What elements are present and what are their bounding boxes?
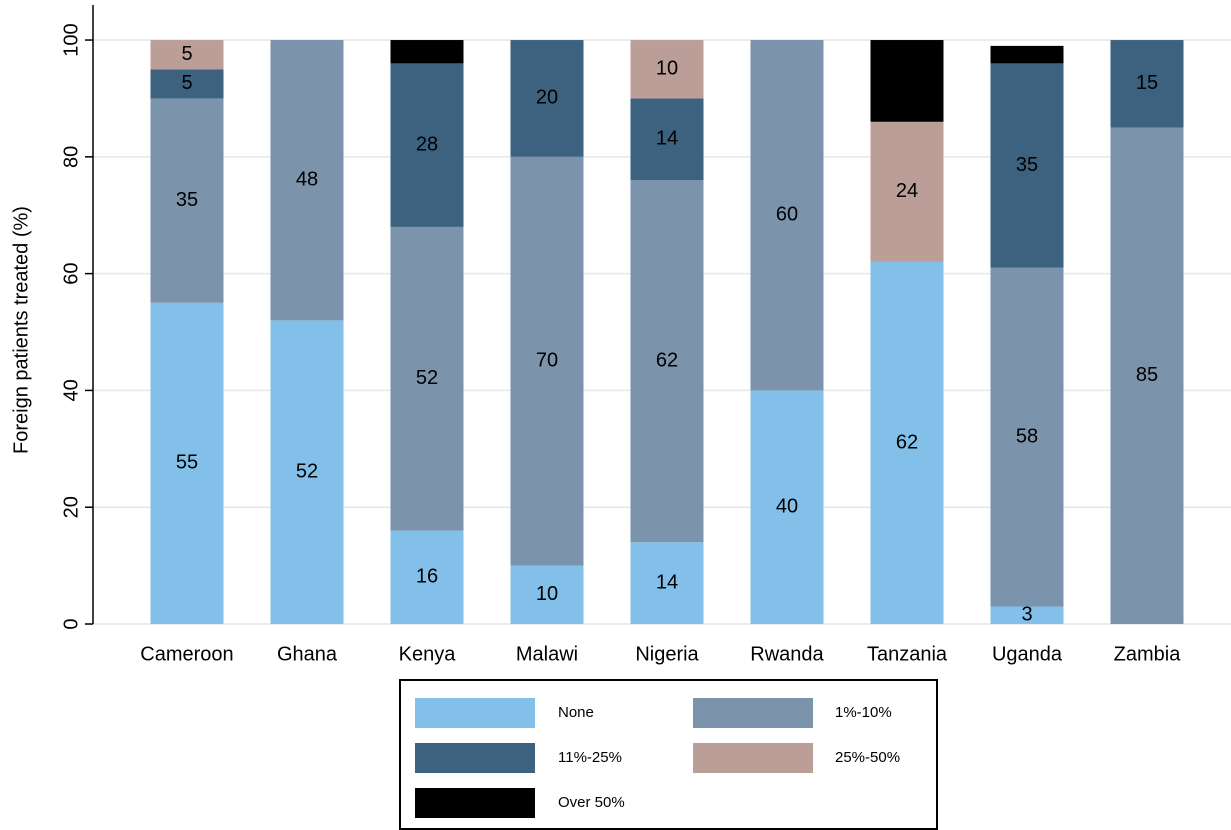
x-tick-label: Nigeria [635,643,699,665]
data-label: 62 [896,431,918,453]
bar-segment [750,390,824,624]
bar-segment [390,63,464,227]
y-tick-label: 20 [60,496,82,518]
data-label: 52 [296,460,318,482]
bar-segment [270,320,344,624]
data-label: 10 [656,58,678,80]
bar-segment [150,69,224,99]
bar-segment [630,180,704,543]
data-label: 20 [536,87,558,109]
bar-segment [870,40,944,122]
data-label: 40 [776,495,798,517]
legend-swatch [693,698,813,728]
y-tick-label: 40 [60,379,82,401]
bar-segment [750,40,824,391]
data-label: 24 [896,180,918,202]
data-label: 5 [181,43,192,65]
data-label: 60 [776,204,798,226]
y-tick-label: 100 [60,23,82,56]
data-label: 3 [1021,604,1032,626]
legend-swatch [415,743,535,773]
data-label: 3 [1021,43,1032,65]
bar-segment [630,40,704,99]
x-tick-label: Ghana [277,643,338,665]
bar-segment [870,121,944,262]
legend-swatch [415,698,535,728]
data-label: 58 [1016,425,1038,447]
legend-label: 11%-25% [558,749,622,766]
bar-segment [870,261,944,624]
y-axis-title: Foreign patients treated (%) [10,206,32,454]
bar-segment [990,45,1064,64]
legend-label: Over 50% [558,794,625,811]
bar-segment [990,606,1064,624]
data-label: 14 [896,69,918,91]
bar-segment [390,40,464,64]
bar-segment [510,565,584,624]
y-tick-label: 60 [60,262,82,284]
bar-segment [510,156,584,566]
bar-segment [150,98,224,303]
data-label: 52 [416,367,438,389]
x-tick-label: Rwanda [750,643,824,665]
data-label: 35 [176,189,198,211]
x-tick-label: Kenya [399,643,457,665]
legend-label: 25%-50% [835,749,900,766]
data-label: 62 [656,349,678,371]
bar-segment [150,40,224,70]
x-tick-label: Uganda [992,643,1063,665]
data-label: 16 [416,566,438,588]
x-tick-label: Malawi [516,643,578,665]
data-label: 5 [181,72,192,94]
bar-segment [390,530,464,624]
bar-segment [150,302,224,624]
legend-label: None [558,704,594,721]
y-tick-label: 80 [60,146,82,168]
data-label: 28 [416,133,438,155]
bar-segment [990,63,1064,268]
bar-segment [630,542,704,624]
data-label: 70 [536,349,558,371]
legend-swatch [693,743,813,773]
data-label: 14 [656,571,678,593]
bar-segment [510,40,584,157]
bar-segment [1110,40,1184,128]
data-label: 10 [536,583,558,605]
bar-segment [1110,127,1184,624]
data-label: 4 [421,40,432,62]
data-label: 48 [296,168,318,190]
x-tick-label: Tanzania [867,643,948,665]
bar-segment [390,226,464,531]
bar-segment [990,267,1064,607]
legend-swatch [415,788,535,818]
x-tick-label: Cameroon [140,643,233,665]
data-label: 55 [176,452,198,474]
bar-segment [630,98,704,181]
y-tick-label: 0 [60,618,82,629]
data-label: 14 [656,128,678,150]
data-label: 85 [1136,364,1158,386]
bar-segment [270,40,344,321]
legend-label: 1%-10% [835,704,892,721]
data-label: 15 [1136,72,1158,94]
x-tick-label: Zambia [1114,643,1182,665]
data-label: 35 [1016,154,1038,176]
